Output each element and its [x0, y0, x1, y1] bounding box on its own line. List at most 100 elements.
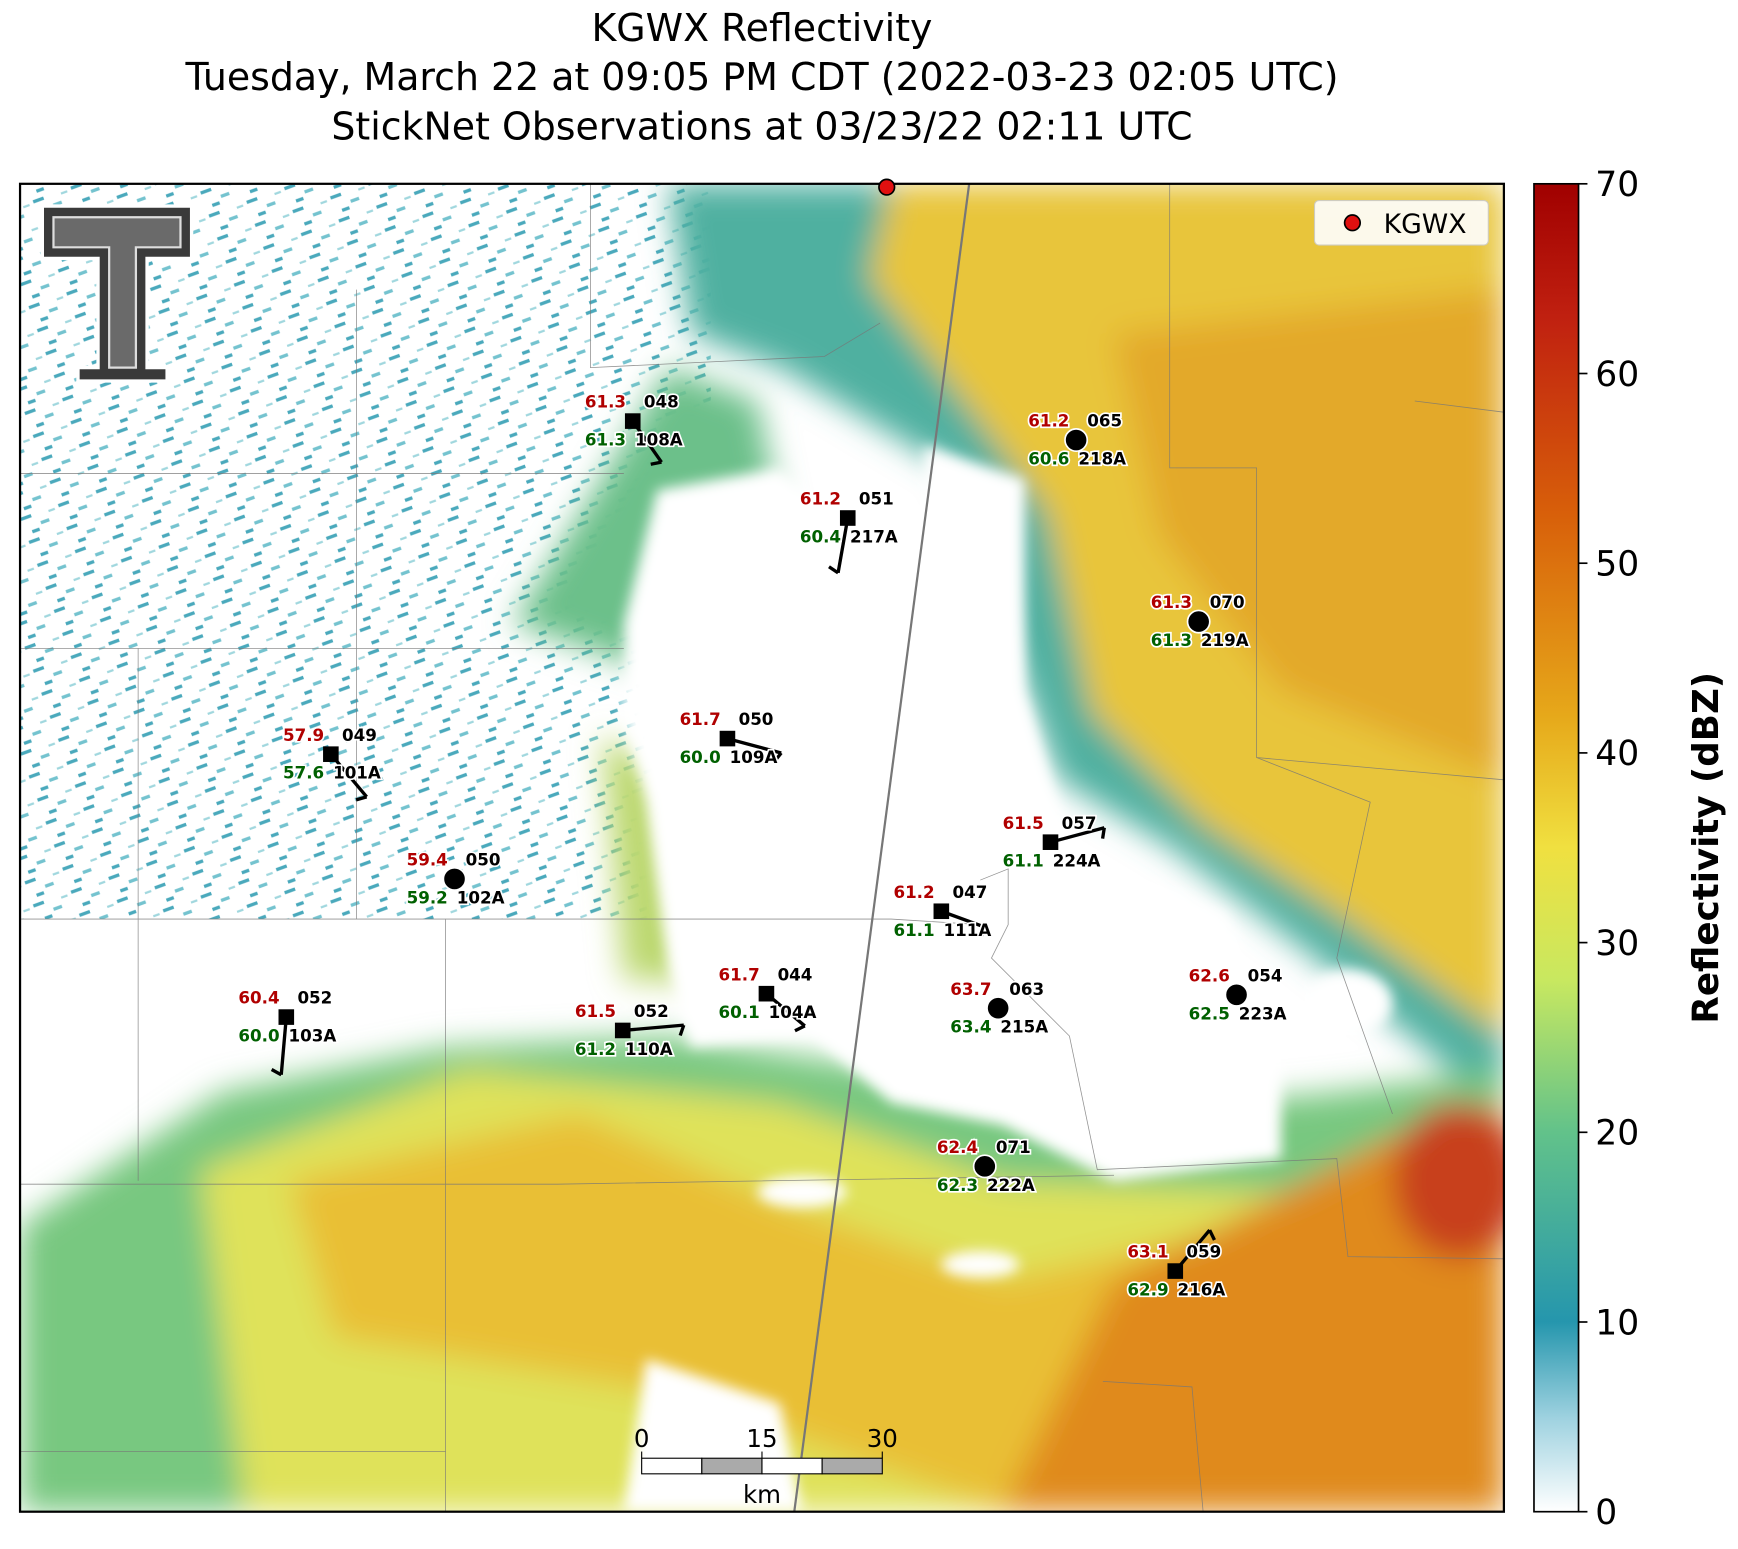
- colorbar-label: Reflectivity (dBZ): [1686, 672, 1727, 1024]
- title-line: KGWX Reflectivity: [591, 6, 932, 50]
- scale-segment: [761, 1457, 823, 1475]
- station-id: 103A: [289, 1026, 337, 1046]
- temperature: 62.6: [1189, 965, 1230, 985]
- scale-bar: km 0 15 30: [634, 1424, 898, 1509]
- temperature: 61.2: [893, 882, 934, 902]
- colorbar-tick-label: 60: [1595, 355, 1639, 395]
- station: 63.1 059 62.9 216A: [1126, 1229, 1227, 1301]
- temperature: 63.7: [950, 979, 991, 999]
- wind-barb: [836, 517, 850, 574]
- station-marker: [986, 996, 1011, 1021]
- pressure: 052: [297, 988, 332, 1008]
- station-marker: [278, 1009, 295, 1025]
- station-marker: [1042, 834, 1059, 850]
- temperature: 61.7: [719, 964, 760, 984]
- wind-barb-flag: [794, 1024, 806, 1033]
- colorbar-tick-label: 30: [1595, 924, 1639, 964]
- station-id: 104A: [769, 1002, 817, 1022]
- wind-barb: [622, 1023, 684, 1033]
- dewpoint: 60.1: [719, 1002, 760, 1022]
- title-line: Tuesday, March 22 at 09:05 PM CDT (2022-…: [184, 55, 1338, 99]
- temperature: 61.5: [575, 1001, 616, 1021]
- temperature: 61.5: [1003, 813, 1044, 833]
- station-marker: [624, 413, 641, 429]
- station-id: 110A: [625, 1039, 673, 1059]
- temperature: 61.7: [680, 709, 721, 729]
- station-id: 217A: [850, 527, 898, 547]
- temperature: 59.4: [407, 850, 448, 870]
- temperature: 62.4: [937, 1137, 978, 1157]
- scale-segment: [701, 1457, 763, 1475]
- station-id: 215A: [1000, 1017, 1048, 1037]
- dewpoint: 60.0: [680, 747, 721, 767]
- scale-unit: km: [743, 1480, 781, 1509]
- colorbar-tick-label: 20: [1595, 1114, 1639, 1154]
- station-id: 216A: [1177, 1280, 1225, 1300]
- station-marker: [719, 730, 736, 747]
- station-marker: [839, 510, 856, 526]
- pressure: 048: [644, 392, 679, 412]
- dewpoint: 62.3: [937, 1175, 978, 1195]
- station-id: 101A: [333, 763, 381, 783]
- scale-tick-label: 30: [867, 1424, 898, 1453]
- station-marker: [1186, 609, 1211, 634]
- station-marker: [1167, 1263, 1184, 1279]
- station: 62.4 071 62.3 222A: [935, 1135, 1036, 1196]
- station-id: 111A: [944, 920, 992, 940]
- colorbar-tick-label: 0: [1595, 1493, 1617, 1533]
- station: 61.5 052 61.2 110A: [573, 999, 686, 1061]
- wind-barb: [727, 736, 782, 755]
- station-marker: [758, 985, 775, 1002]
- temperature: 61.3: [1151, 592, 1192, 612]
- colorbar-tick-label: 50: [1595, 544, 1639, 584]
- station: 61.7 050 60.0 109A: [678, 708, 783, 769]
- wind-barb-flag: [355, 795, 368, 802]
- dewpoint: 62.9: [1127, 1280, 1168, 1300]
- wind-barb: [279, 1016, 288, 1075]
- colorbar-tick-label: 10: [1595, 1303, 1639, 1343]
- station-marker: [933, 903, 950, 920]
- station-id: 219A: [1201, 630, 1249, 650]
- logo: [40, 204, 194, 383]
- temperature: 57.9: [283, 725, 324, 745]
- temperature: 63.1: [1127, 1242, 1168, 1262]
- map-frame: [18, 182, 1506, 1513]
- dewpoint: 61.1: [893, 920, 934, 940]
- station: 61.3 070 61.3 219A: [1149, 591, 1250, 652]
- station: 60.4 052 60.0 103A: [237, 986, 338, 1077]
- dewpoint: 62.5: [1189, 1003, 1230, 1023]
- dewpoint: 61.2: [575, 1039, 616, 1059]
- radar-map: [20, 183, 1504, 1512]
- station-id: 108A: [635, 430, 683, 450]
- stations: 61.3 048 61.3 108A 61.2 065 60.6 218A 61.2 051 60.…: [237, 390, 1289, 1301]
- dewpoint: 59.2: [407, 887, 448, 907]
- temperature: 61.2: [1028, 411, 1069, 431]
- colorbar-tick-label: 70: [1595, 165, 1639, 205]
- station: 61.2 047 61.1 111A: [892, 880, 993, 941]
- wind-barb: [940, 909, 990, 930]
- station: 57.9 049 57.6 101A: [281, 723, 383, 802]
- dewpoint: 60.4: [800, 527, 841, 547]
- station: 61.2 065 60.6 218A: [1027, 409, 1128, 470]
- wind-barb: [1050, 826, 1105, 844]
- temperature: 61.2: [800, 489, 841, 509]
- station-marker: [1064, 428, 1089, 453]
- pressure: 051: [859, 489, 894, 509]
- station-marker: [442, 866, 467, 891]
- title-line: StickNet Observations at 03/23/22 02:11 …: [331, 104, 1192, 148]
- colorbar-tick-label: 40: [1595, 734, 1639, 774]
- pressure: 049: [342, 725, 377, 745]
- station-id: 218A: [1078, 449, 1126, 469]
- dewpoint: 60.6: [1028, 449, 1069, 469]
- pressure: 071: [996, 1137, 1031, 1157]
- pressure: 059: [1186, 1242, 1221, 1262]
- station: 59.4 050 59.2 102A: [405, 848, 506, 909]
- station: 61.7 044 60.1 104A: [717, 963, 818, 1033]
- dewpoint: 63.4: [950, 1017, 991, 1037]
- station: 61.2 051 60.4 217A: [798, 487, 899, 575]
- station: 62.6 054 62.5 223A: [1187, 964, 1288, 1025]
- pressure: 070: [1210, 592, 1245, 612]
- wind-barb-flag: [773, 751, 783, 763]
- pressure: 047: [952, 882, 987, 902]
- pressure: 044: [778, 964, 813, 984]
